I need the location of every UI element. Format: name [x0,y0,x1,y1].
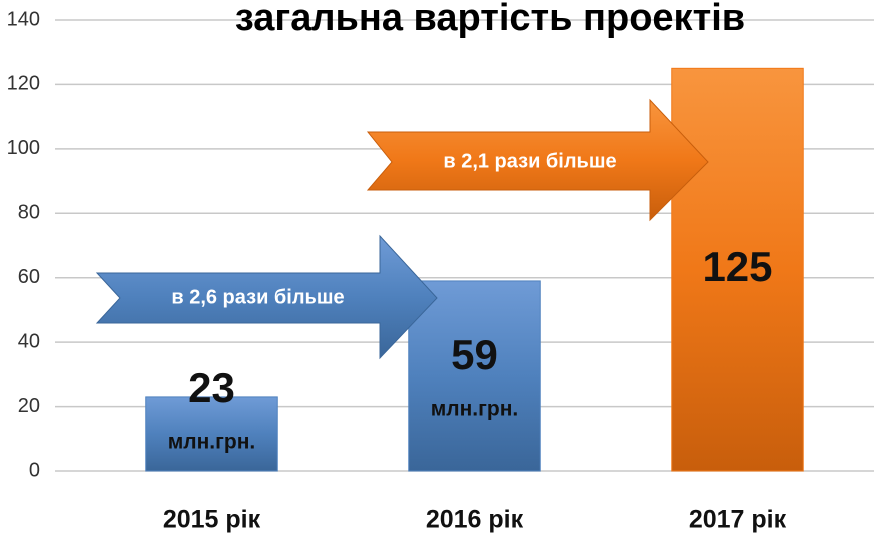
bar [145,396,278,472]
data-label: 59 [451,331,498,378]
data-label: 125 [702,243,772,290]
x-tick-label: 2015 рік [163,506,261,534]
bar [671,67,804,472]
unit-label: млн.грн. [168,431,256,454]
x-tick-label: 2017 рік [689,506,787,534]
unit-label: млн.грн. [431,397,519,420]
y-tick-label: 80 [18,202,40,224]
y-tick-label: 120 [7,73,40,95]
arrow-orange [366,98,709,222]
y-tick-label: 0 [29,459,40,481]
bars [145,67,804,472]
y-tick-label: 40 [18,330,40,352]
arrow-blue [95,234,438,360]
y-tick-label: 140 [7,8,40,30]
annotation: в 2,1 рази більше [443,150,616,172]
chart-title: загальна вартість проектів [235,0,745,39]
y-tick-label: 60 [18,266,40,288]
x-tick-label: 2016 рік [426,506,524,534]
bar [408,280,541,472]
y-tick-label: 100 [7,137,40,159]
annotation: в 2,6 рази більше [171,286,344,308]
data-label: 23 [188,364,235,411]
y-tick-label: 20 [18,395,40,417]
